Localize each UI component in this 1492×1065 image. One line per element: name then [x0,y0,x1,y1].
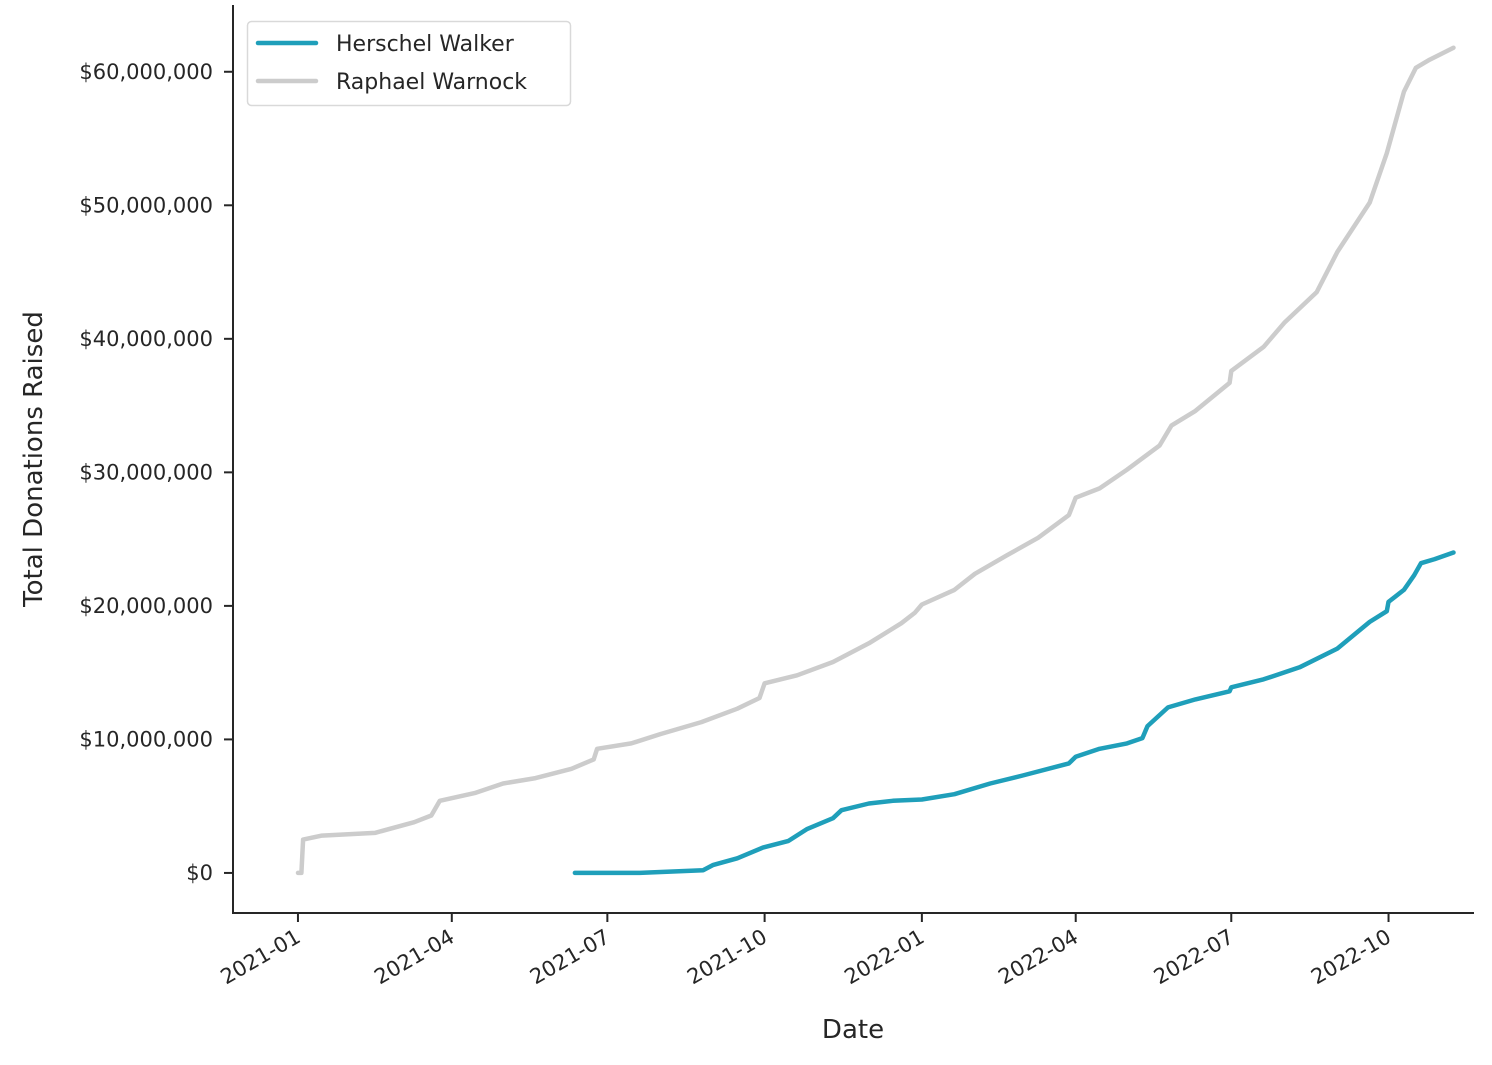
y-tick-label: $30,000,000 [79,460,213,484]
y-axis-title: Total Donations Raised [19,311,49,608]
x-tick-label: 2022-04 [994,925,1082,990]
x-tick-label: 2021-10 [683,925,771,990]
x-tick-label: 2022-01 [840,925,928,990]
legend-label-herschel-walker: Herschel Walker [336,32,515,57]
x-tick-label: 2021-01 [216,925,304,990]
axes [232,5,1474,914]
x-tick-label: 2022-10 [1307,925,1395,990]
y-tick-label: $50,000,000 [79,193,213,217]
y-tick-label: $60,000,000 [79,60,213,84]
x-tick-label: 2021-07 [526,925,614,990]
x-tick-label: 2021-04 [370,925,458,990]
y-tick-label: $10,000,000 [79,727,213,751]
plot-lines [295,45,1456,876]
legend: Herschel Walker Raphael Warnock [246,20,572,107]
y-tick-label: $20,000,000 [79,594,213,618]
y-tick-label: $0 [186,861,213,885]
y-tick-label: $40,000,000 [79,327,213,351]
y-ticks: $0 $10,000,000 $20,000,000 $30,000,000 $40,0… [79,60,233,885]
x-tick-label: 2022-07 [1150,925,1238,990]
legend-label-raphael-warnock: Raphael Warnock [336,70,527,95]
legend-box [246,20,572,107]
x-ticks: 2021-01 2021-04 2021-07 2021-10 2022-01 2022-… [216,913,1395,989]
series-line-herschel-walker [572,550,1456,876]
series-line-raphael-warnock [295,45,1456,876]
x-axis-title: Date [822,1015,884,1045]
